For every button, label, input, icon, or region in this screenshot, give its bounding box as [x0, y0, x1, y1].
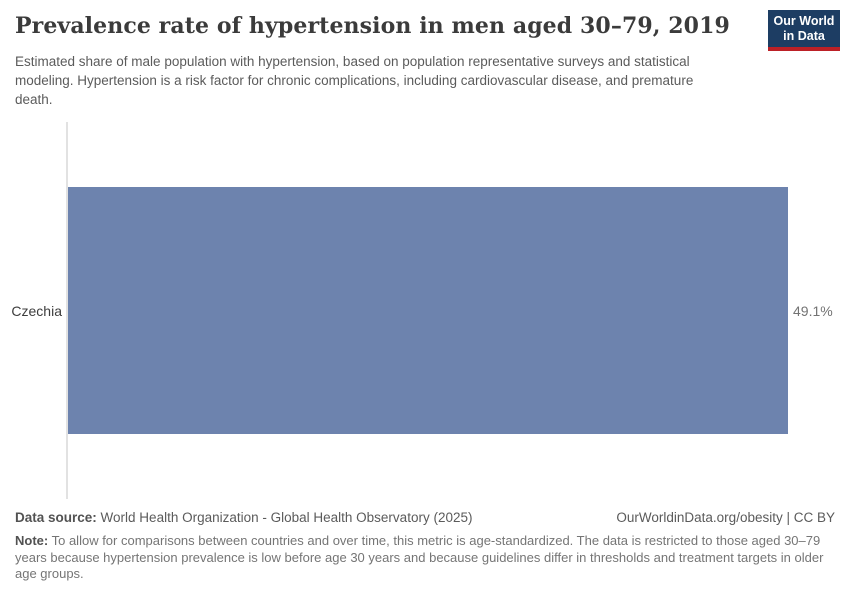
- chart-footer: Data source: World Health Organization -…: [15, 510, 835, 583]
- attribution: OurWorldinData.org/obesity | CC BY: [616, 510, 835, 525]
- source-row: Data source: World Health Organization -…: [15, 510, 835, 525]
- chart-title: Prevalence rate of hypertension in men a…: [15, 13, 730, 39]
- note-text: To allow for comparisons between countri…: [15, 533, 824, 581]
- data-source-value: World Health Organization - Global Healt…: [100, 510, 473, 525]
- bar-label-czechia: Czechia: [11, 303, 62, 319]
- owid-logo[interactable]: Our World in Data: [768, 10, 840, 51]
- chart-note: Note: To allow for comparisons between c…: [15, 533, 835, 583]
- owid-logo-line2: in Data: [783, 29, 825, 43]
- chart-subtitle: Estimated share of male population with …: [15, 54, 694, 107]
- note-label: Note:: [15, 533, 49, 548]
- data-source-label: Data source:: [15, 510, 97, 525]
- bar-czechia[interactable]: [68, 187, 788, 434]
- attribution-separator: |: [782, 510, 794, 525]
- data-source: Data source: World Health Organization -…: [15, 510, 472, 525]
- y-axis-line: [66, 122, 68, 499]
- bar-value-label: 49.1%: [793, 303, 833, 319]
- license-label: CC BY: [793, 510, 835, 525]
- owid-url-link[interactable]: OurWorldinData.org/obesity: [616, 510, 783, 525]
- owid-logo-line1: Our World: [773, 14, 835, 28]
